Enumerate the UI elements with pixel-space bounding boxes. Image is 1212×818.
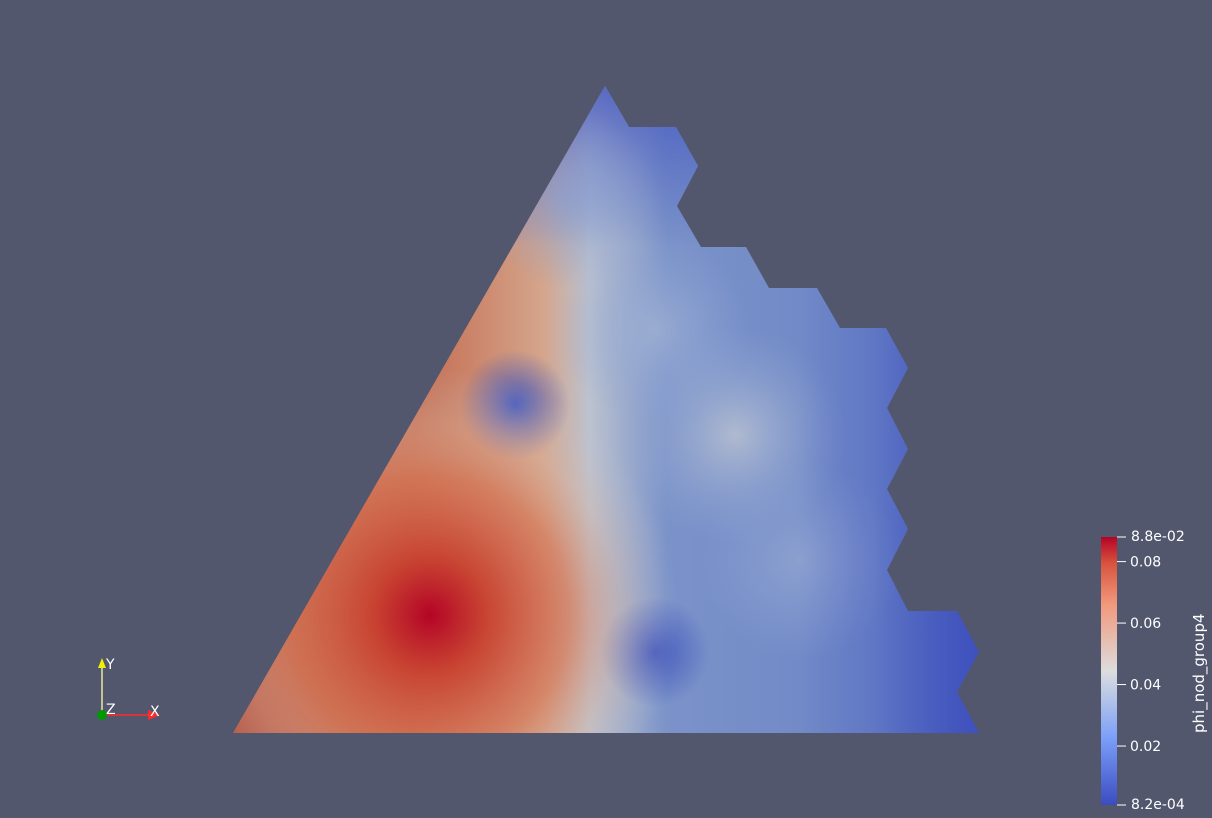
orientation-axes: Y X Z bbox=[97, 657, 160, 720]
x-axis-label: X bbox=[150, 704, 160, 720]
color-legend-tick-label-0: 0.08 bbox=[1130, 555, 1161, 571]
color-legend-tick-label-2: 0.04 bbox=[1130, 678, 1161, 694]
color-legend-max-label: 8.8e-02 bbox=[1131, 529, 1185, 545]
z-axis-dot bbox=[97, 710, 107, 720]
color-legend-bar bbox=[1101, 537, 1117, 805]
y-axis-label: Y bbox=[105, 657, 115, 673]
color-legend-min-label: 8.2e-04 bbox=[1131, 797, 1185, 813]
z-axis-label: Z bbox=[106, 702, 116, 718]
color-legend-title: phi_nod_group4 bbox=[1190, 613, 1209, 733]
x-axis-arrowhead bbox=[148, 710, 160, 720]
color-legend-tick-label-1: 0.06 bbox=[1130, 616, 1161, 632]
y-axis-arrowhead bbox=[98, 658, 106, 668]
color-legend[interactable]: 0.08 0.06 0.04 0.02 8.8e-02 8.2e-04 phi_nod… bbox=[1101, 529, 1209, 813]
color-legend-tick-label-3: 0.02 bbox=[1130, 739, 1161, 755]
mesh-surface[interactable] bbox=[220, 80, 990, 740]
color-legend-ticks: 0.08 0.06 0.04 0.02 bbox=[1117, 536, 1161, 806]
